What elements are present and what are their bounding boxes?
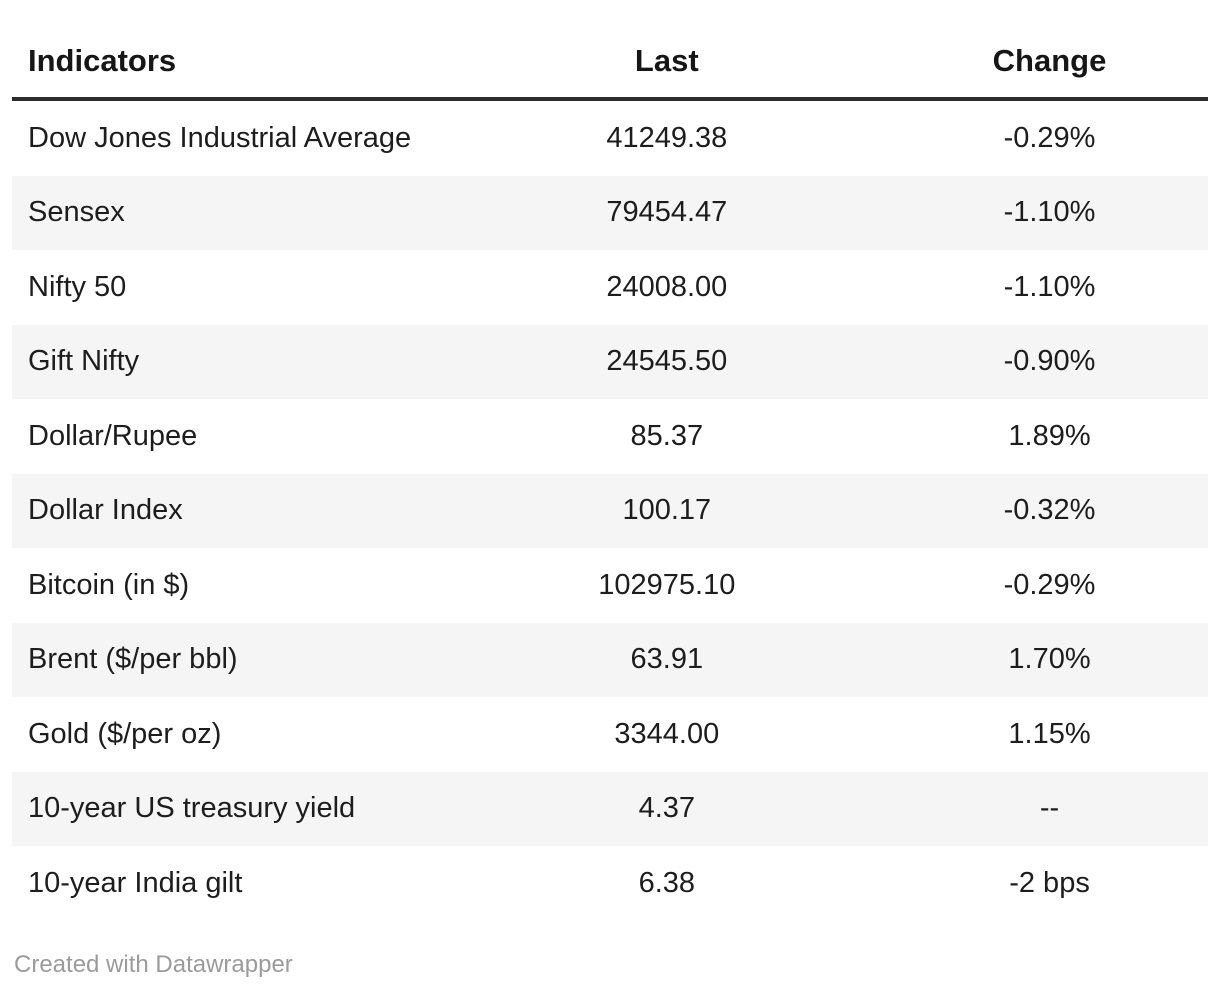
indicator-cell: Nifty 50 bbox=[28, 270, 127, 303]
table-row: Bitcoin (in $) 102975.10 -0.29% bbox=[12, 548, 1208, 623]
table-row: Dollar/Rupee 85.37 1.89% bbox=[12, 399, 1208, 474]
table-body: Dow Jones Industrial Average 41249.38 -0.2… bbox=[12, 99, 1208, 921]
change-cell: -0.29% bbox=[1003, 121, 1096, 154]
indicator-cell: Gift Nifty bbox=[28, 345, 140, 378]
table-row: 10-year US treasury yield 4.37 -- bbox=[12, 771, 1208, 846]
change-cell: 1.70% bbox=[1008, 643, 1091, 676]
change-cell: -1.10% bbox=[1003, 196, 1096, 229]
table-row: Gold ($/per oz) 3344.00 1.15% bbox=[12, 697, 1208, 772]
header-row: Indicators Last Change bbox=[12, 24, 1208, 99]
last-cell: 63.91 bbox=[630, 643, 704, 676]
last-cell: 41249.38 bbox=[606, 121, 728, 154]
indicator-cell: 10-year India gilt bbox=[28, 866, 243, 899]
change-cell: -0.32% bbox=[1003, 494, 1096, 527]
last-cell: 102975.10 bbox=[598, 568, 736, 601]
indicator-cell: Brent ($/per bbl) bbox=[28, 643, 238, 676]
table-row: Sensex 79454.47 -1.10% bbox=[12, 175, 1208, 250]
last-cell: 24545.50 bbox=[606, 345, 728, 378]
change-cell: -0.90% bbox=[1003, 345, 1096, 378]
column-header-last: Last bbox=[634, 42, 699, 78]
table-row: Nifty 50 24008.00 -1.10% bbox=[12, 250, 1208, 325]
change-cell: 1.15% bbox=[1008, 717, 1091, 750]
last-cell: 79454.47 bbox=[606, 196, 728, 229]
indicators-table: Indicators Last Change Dow Jones Industr… bbox=[12, 24, 1208, 921]
last-cell: 3344.00 bbox=[614, 717, 720, 750]
change-cell: -2 bps bbox=[1009, 866, 1090, 899]
datawrapper-credit-link[interactable]: Created with Datawrapper bbox=[14, 950, 293, 978]
table-header: Indicators Last Change bbox=[12, 24, 1208, 99]
change-cell: 1.89% bbox=[1008, 419, 1091, 452]
indicator-cell: Sensex bbox=[28, 196, 125, 229]
last-cell: 85.37 bbox=[630, 419, 704, 452]
last-cell: 24008.00 bbox=[606, 270, 728, 303]
table-row: Brent ($/per bbl) 63.91 1.70% bbox=[12, 622, 1208, 697]
table-row: Gift Nifty 24545.50 -0.90% bbox=[12, 324, 1208, 399]
change-cell: -- bbox=[1039, 792, 1060, 825]
column-header-change: Change bbox=[992, 42, 1107, 78]
last-cell: 100.17 bbox=[622, 494, 712, 527]
indicator-cell: Dow Jones Industrial Average bbox=[28, 121, 412, 154]
column-header-indicators: Indicators bbox=[28, 42, 177, 78]
indicator-cell: 10-year US treasury yield bbox=[28, 792, 356, 825]
indicator-cell: Bitcoin (in $) bbox=[28, 568, 190, 601]
table-row: Dollar Index 100.17 -0.32% bbox=[12, 473, 1208, 548]
change-cell: -1.10% bbox=[1003, 270, 1096, 303]
indicator-cell: Dollar Index bbox=[28, 494, 183, 527]
indicator-cell: Dollar/Rupee bbox=[28, 419, 198, 452]
last-cell: 6.38 bbox=[638, 866, 696, 899]
change-cell: -0.29% bbox=[1003, 568, 1096, 601]
table-row: Dow Jones Industrial Average 41249.38 -0.2… bbox=[12, 99, 1208, 176]
table-row: 10-year India gilt 6.38 -2 bps bbox=[12, 846, 1208, 921]
last-cell: 4.37 bbox=[638, 792, 696, 825]
indicator-cell: Gold ($/per oz) bbox=[28, 717, 222, 750]
